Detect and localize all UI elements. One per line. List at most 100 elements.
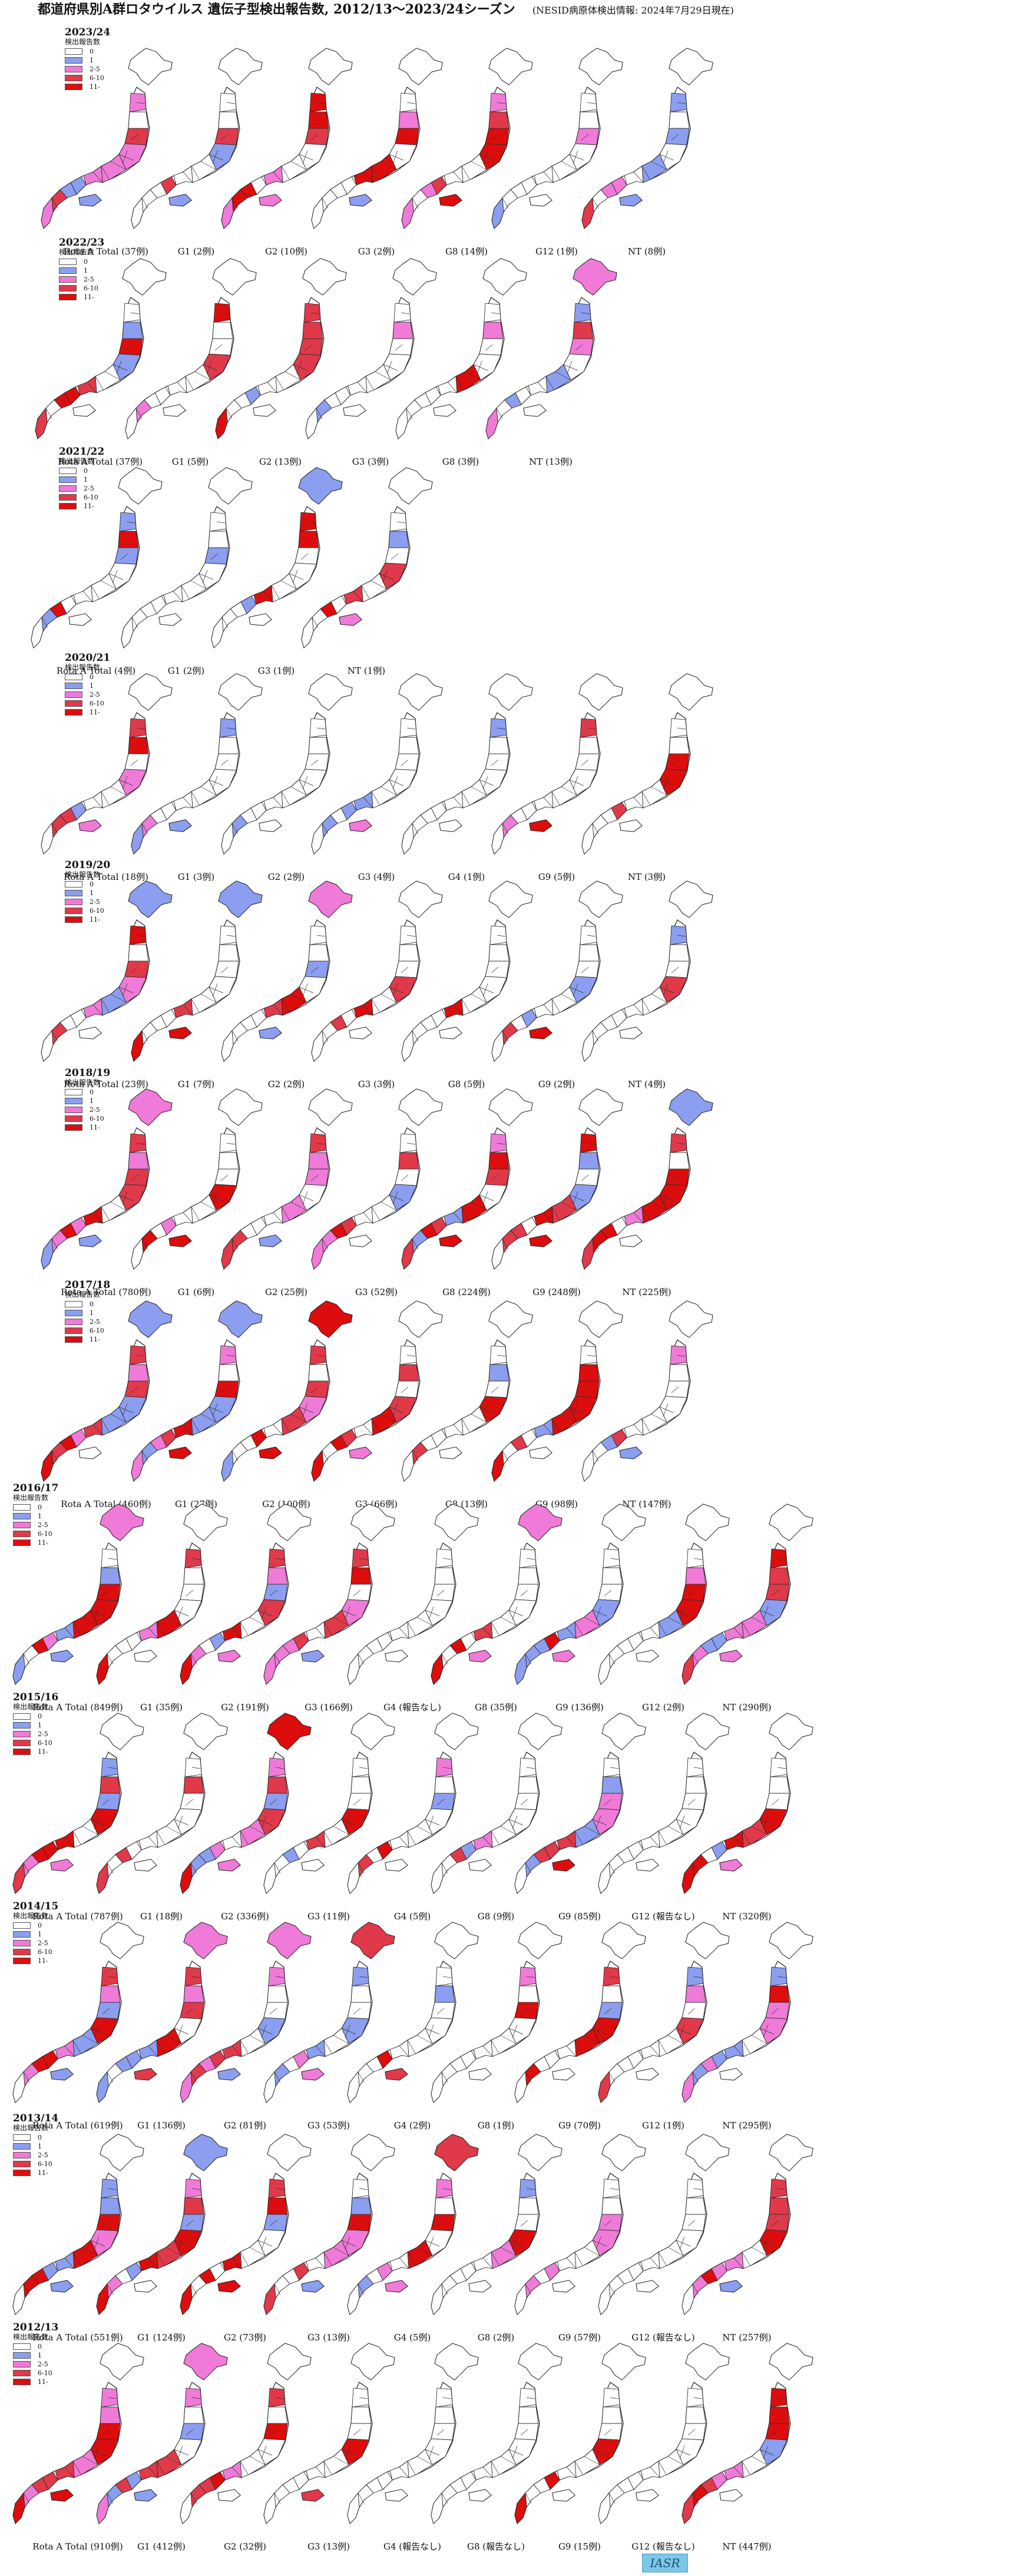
legend-swatch: [13, 1940, 31, 1946]
prefecture-border: [592, 1238, 599, 1250]
japan-map: [221, 48, 353, 230]
prefecture-region: [180, 2071, 193, 2103]
prefecture-region: [765, 2423, 790, 2441]
prefecture-region: [215, 407, 228, 439]
prefecture-region: [302, 258, 347, 296]
prefecture-region: [624, 998, 644, 1018]
prefecture-border: [581, 1386, 589, 1393]
prefecture-border: [491, 759, 499, 766]
prefecture-border: [449, 2484, 458, 2494]
japan-map: [514, 2343, 646, 2525]
prefecture-border: [651, 1413, 667, 1423]
prefecture-border: [401, 1386, 409, 1393]
prefecture-border: [316, 408, 323, 419]
prefecture-region: [138, 1621, 158, 1641]
prefecture-map: NT (13例): [481, 256, 620, 467]
season-title: 2014/15: [13, 1900, 59, 1912]
prefecture-region: [581, 1449, 594, 1482]
prefecture-border: [125, 2056, 133, 2069]
prefecture-border: [51, 197, 58, 209]
prefecture-region: [350, 1713, 395, 1750]
prefecture-border: [395, 769, 417, 771]
prefecture-border: [299, 353, 321, 356]
prefecture-border: [600, 189, 608, 198]
season-legend: 2017/18 検出報告数 0 1 2-5 6-10 11-: [65, 1280, 110, 1344]
prefecture-border: [343, 594, 347, 605]
prefecture-border: [118, 353, 141, 356]
prefecture-border: [240, 814, 248, 824]
japan-map: [514, 1713, 646, 1895]
legend-swatch: [13, 1513, 31, 1519]
prefecture-map: G1 (136例): [92, 1920, 231, 2131]
prefecture-region: [212, 258, 257, 296]
prefecture-border: [545, 376, 555, 391]
prefecture-region: [263, 1653, 276, 1685]
prefecture-border: [302, 1191, 308, 1205]
prefecture-border: [102, 2429, 110, 2436]
prefecture-border: [183, 1424, 193, 1436]
prefecture-border: [293, 364, 308, 371]
prefecture-region: [96, 2071, 109, 2103]
japan-map: [598, 2343, 730, 2525]
legend-label: 0: [38, 1503, 42, 1511]
prefecture-region: [263, 2071, 276, 2103]
japan-map: [347, 1504, 479, 1686]
prefecture-region: [534, 998, 554, 1018]
prefecture-border: [90, 2449, 105, 2456]
legend-heading: 検出報告数: [59, 248, 95, 256]
prefecture-border: [280, 580, 297, 590]
prefecture-border: [315, 1627, 326, 1639]
prefecture-border: [83, 1216, 87, 1226]
prefecture-border: [407, 2251, 416, 2267]
season-legend: 2013/14 検出報告数 0 1 2-5 6-10 11-: [13, 2114, 58, 2177]
prefecture-map: G9 (57例): [510, 2132, 649, 2343]
prefecture-border: [600, 1022, 608, 1031]
prefecture-border: [263, 591, 273, 602]
prefecture-border: [70, 1435, 77, 1448]
legend-label: 6-10: [90, 906, 104, 915]
legend-item: 11-: [13, 1747, 58, 1756]
prefecture-border: [148, 2466, 158, 2478]
legend-item: 6-10: [13, 2160, 58, 2168]
legend-label: 6-10: [84, 493, 98, 501]
japan-map: [581, 48, 713, 230]
prefecture-border: [226, 408, 233, 419]
prefecture-border: [110, 1201, 127, 1211]
prefecture-region: [491, 1449, 504, 1482]
prefecture-border: [533, 1854, 541, 1863]
prefecture-border: [59, 1022, 68, 1031]
prefecture-border: [316, 935, 326, 937]
prefecture-border: [711, 2056, 718, 2069]
prefecture-region: [557, 2039, 577, 2060]
prefecture-border: [221, 617, 229, 628]
prefecture-border: [231, 1238, 239, 1250]
prefecture-region: [180, 2492, 193, 2524]
prefecture-border: [130, 966, 138, 974]
prefecture-border: [659, 154, 674, 161]
prefecture-region: [221, 197, 234, 229]
legend-label: 1: [90, 56, 94, 64]
prefecture-border: [455, 376, 465, 391]
prefecture-border: [763, 2024, 769, 2038]
prefecture-region: [50, 1859, 74, 1872]
prefecture-region: [31, 616, 44, 648]
prefecture-border: [724, 2470, 727, 2481]
prefecture-region: [389, 2251, 409, 2272]
prefecture-map: G12 (報告なし): [594, 1711, 733, 1922]
prefecture-border: [395, 1184, 417, 1186]
season-legend: 2020/21 検出報告数 0 1 2-5 6-10 11-: [65, 653, 110, 717]
prefecture-border: [124, 344, 133, 351]
prefecture-border: [533, 2484, 541, 2494]
prefecture-region: [665, 128, 690, 145]
legend-item: 11-: [65, 82, 110, 91]
prefecture-region: [267, 2134, 312, 2171]
prefecture-border: [412, 823, 419, 835]
prefecture-border: [101, 998, 110, 1014]
prefecture-border: [96, 2438, 118, 2441]
prefecture-border: [574, 2251, 584, 2267]
map-label: G1 (5例): [171, 456, 209, 467]
prefecture-border: [209, 779, 224, 786]
prefecture-border: [420, 814, 428, 824]
prefecture-border: [724, 1631, 727, 1641]
prefecture-border: [281, 165, 290, 181]
